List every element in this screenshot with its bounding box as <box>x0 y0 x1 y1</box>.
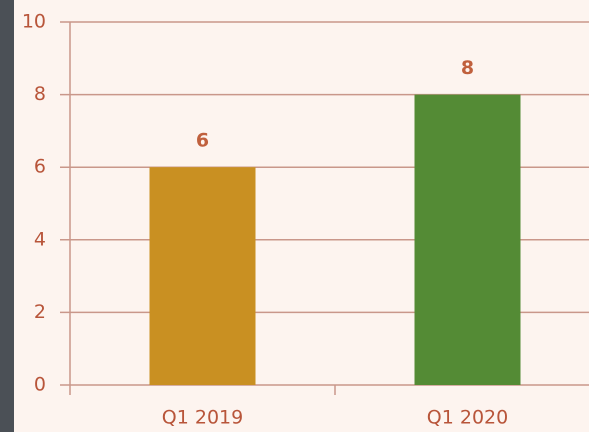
bar <box>149 167 256 385</box>
bar <box>414 94 521 385</box>
y-tick-label: 8 <box>34 83 46 105</box>
y-tick-label: 4 <box>34 228 46 250</box>
data-label: 6 <box>196 130 209 152</box>
x-tick-label: Q1 2020 <box>427 407 508 429</box>
side-strip <box>0 0 14 432</box>
y-tick-label: 0 <box>34 374 46 396</box>
y-tick-label: 2 <box>34 301 46 323</box>
x-tick-label: Q1 2019 <box>162 407 243 429</box>
y-tick-label: 6 <box>34 156 46 178</box>
y-tick-label: 10 <box>22 11 46 33</box>
data-label: 8 <box>461 57 474 79</box>
